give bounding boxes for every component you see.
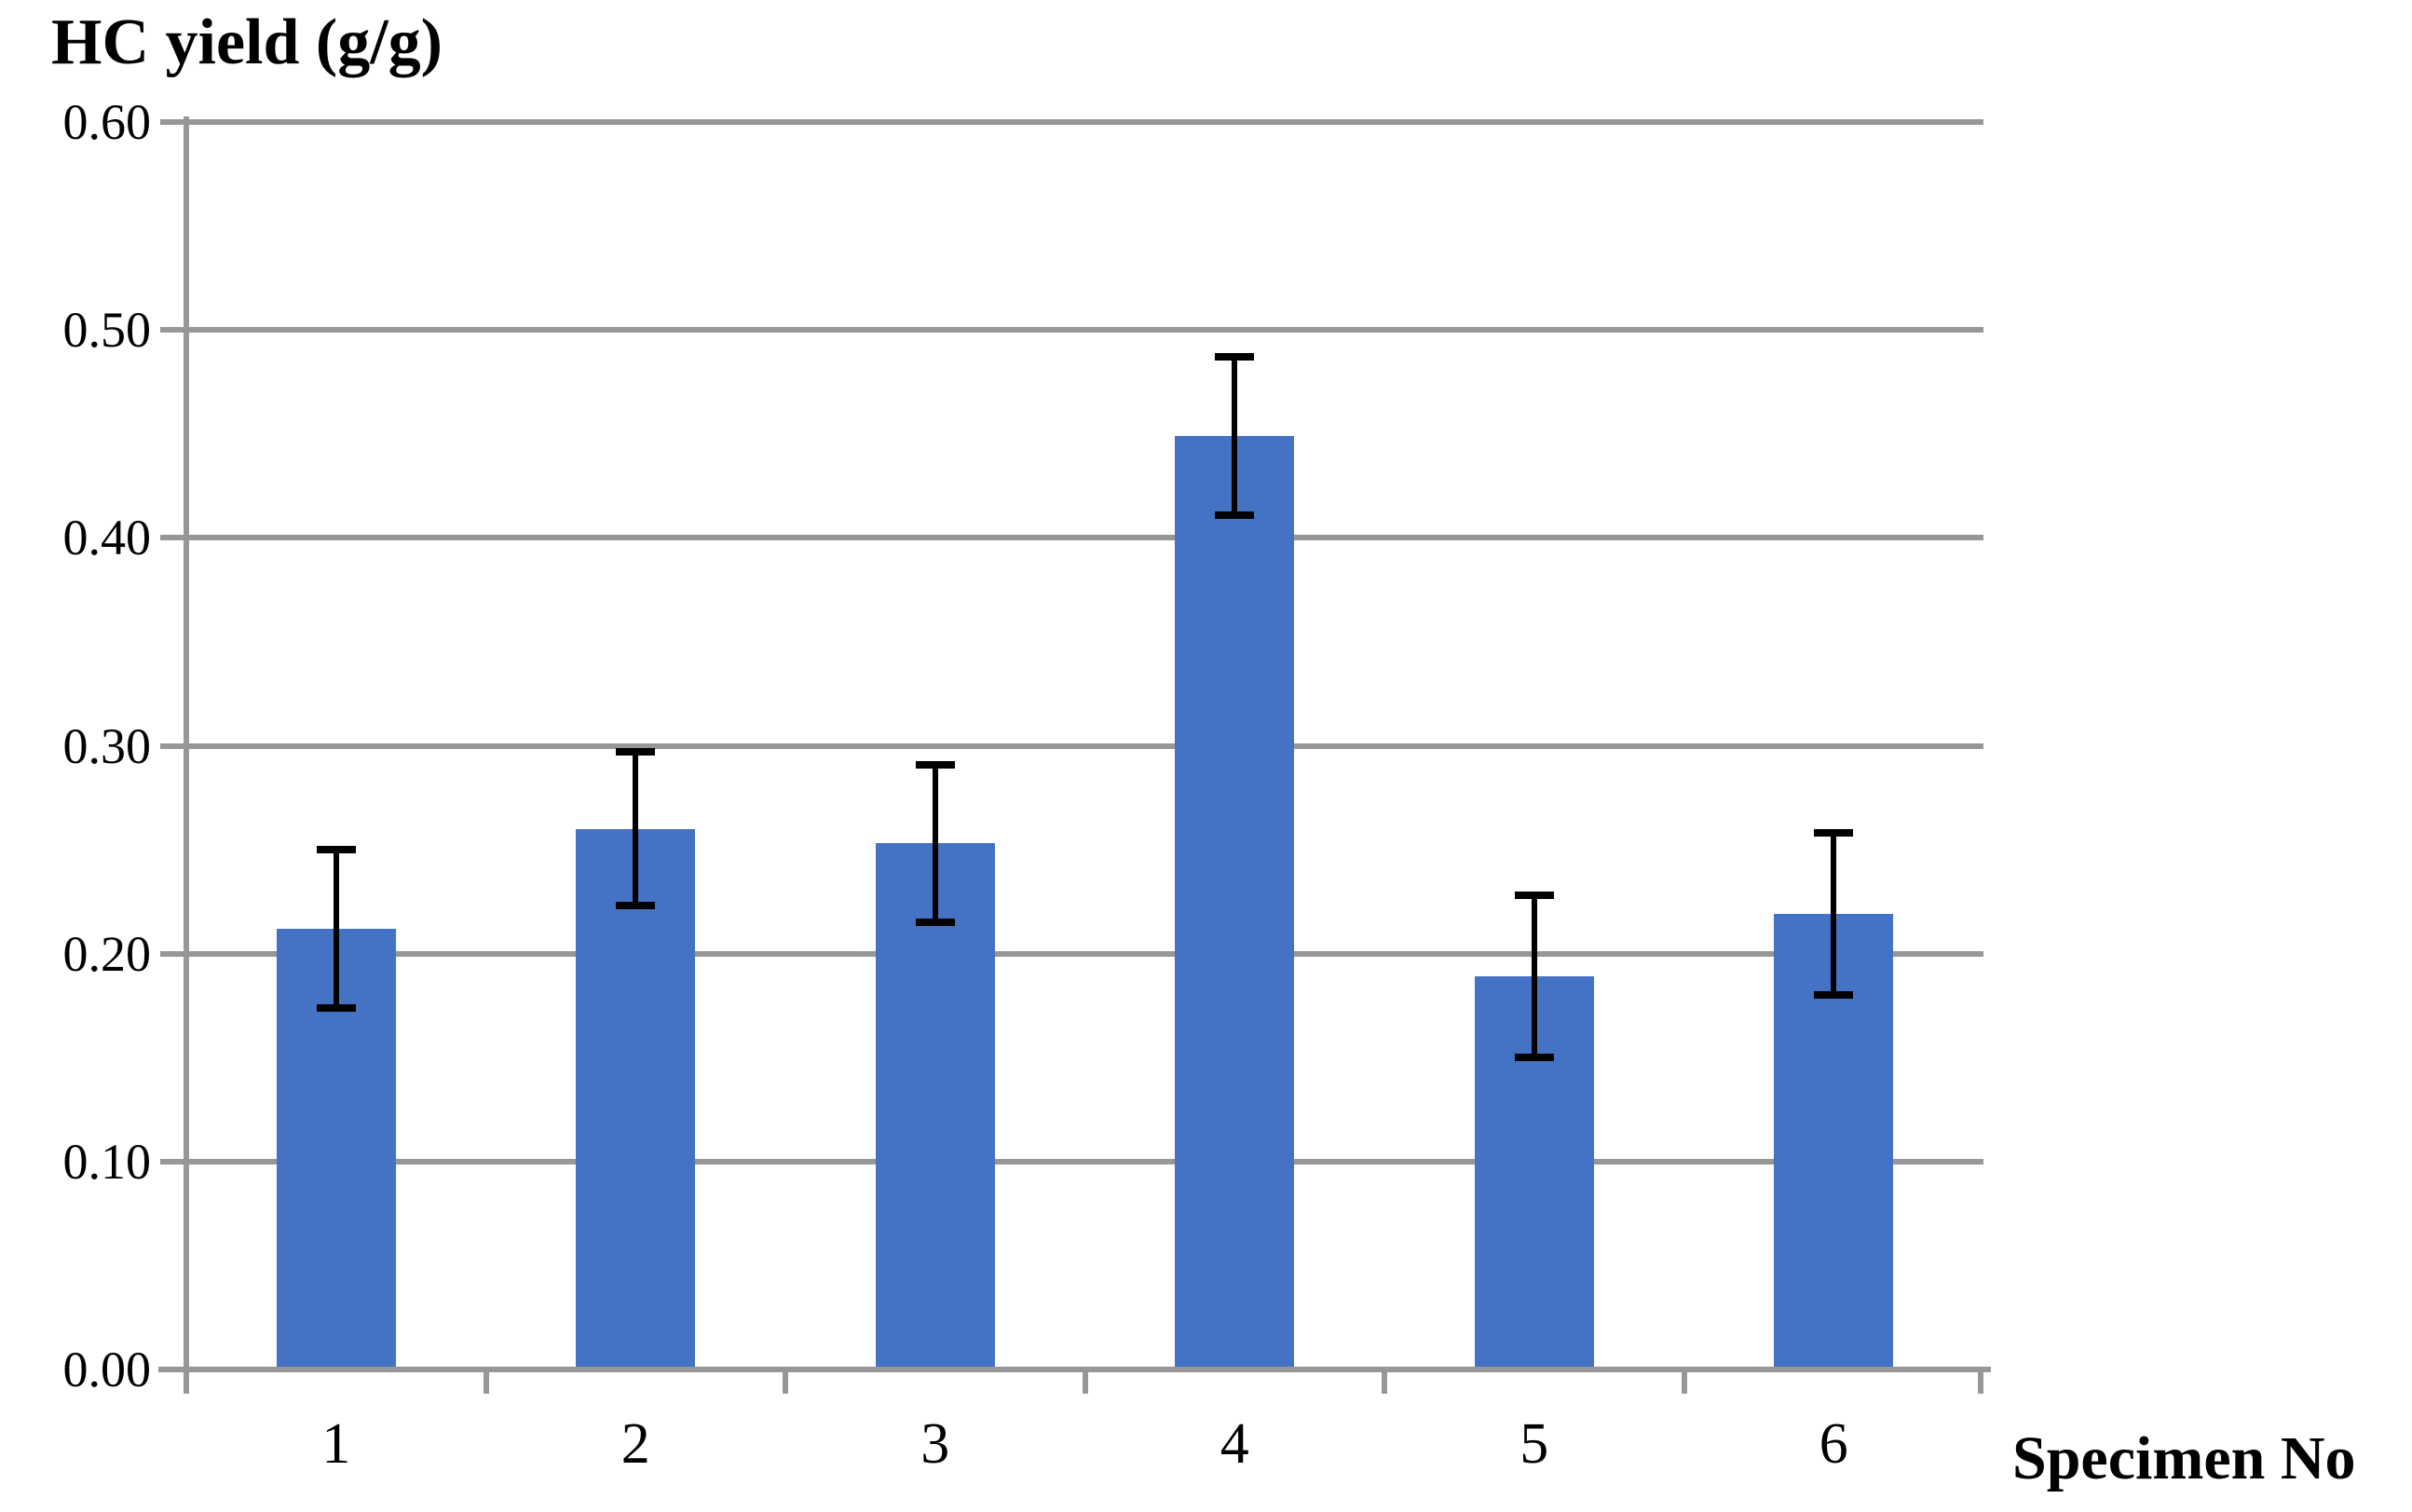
x-axis-tick-2 (783, 1369, 788, 1394)
x-axis-tick-1 (483, 1369, 489, 1394)
y-axis-tick-0.50 (160, 327, 188, 334)
x-tick-label-2: 2 (620, 1412, 650, 1476)
gridline-0.40 (186, 535, 1983, 541)
gridline-0.50 (186, 327, 1983, 334)
x-tick-label-4: 4 (1220, 1412, 1249, 1476)
x-axis-tick-4 (1382, 1369, 1387, 1394)
bar-specimen-2 (576, 828, 696, 1369)
x-axis-title: Specimen No (2012, 1424, 2356, 1492)
error-bar-cap-top-2 (616, 748, 656, 756)
y-tick-label-0.60: 0.60 (62, 94, 152, 150)
y-tick-label-0.00: 0.00 (62, 1342, 152, 1397)
y-tick-label-0.10: 0.10 (62, 1133, 152, 1190)
chart-title: HC yield (g/g) (51, 7, 443, 78)
y-axis-tick-0.10 (160, 1158, 188, 1165)
x-tick-label-5: 5 (1519, 1412, 1549, 1476)
y-tick-label-0.30: 0.30 (62, 717, 152, 774)
y-axis-tick-0.60 (160, 119, 188, 125)
error-bar-stem-2 (633, 752, 639, 906)
bar-specimen-4 (1175, 435, 1295, 1369)
error-bar-cap-bottom-6 (1814, 991, 1854, 1000)
gridline-0.20 (186, 950, 1983, 957)
error-bar-stem-4 (1232, 357, 1238, 515)
error-bar-cap-bottom-2 (616, 902, 656, 910)
gridline-0.60 (186, 119, 1983, 125)
x-axis-line (158, 1367, 1991, 1372)
x-axis-tick-3 (1082, 1369, 1088, 1394)
error-bar-cap-top-6 (1814, 829, 1854, 838)
y-tick-label-0.50: 0.50 (62, 302, 152, 359)
error-bar-cap-top-3 (915, 760, 955, 769)
error-bar-cap-bottom-5 (1514, 1054, 1554, 1062)
error-bar-stem-6 (1831, 833, 1837, 996)
error-bar-cap-bottom-1 (316, 1003, 356, 1012)
x-tick-label-3: 3 (920, 1412, 950, 1476)
error-bar-cap-bottom-4 (1215, 511, 1255, 519)
error-bar-cap-bottom-3 (915, 919, 955, 927)
y-axis-tick-0.20 (160, 950, 188, 957)
x-tick-label-6: 6 (1819, 1412, 1848, 1476)
gridline-0.10 (186, 1158, 1983, 1165)
error-bar-cap-top-4 (1215, 353, 1255, 361)
y-axis-tick-0.30 (160, 742, 188, 749)
y-axis-tick-0.40 (160, 535, 188, 541)
bar-specimen-3 (875, 843, 995, 1369)
error-bar-cap-top-1 (316, 846, 356, 854)
error-bar-stem-5 (1531, 895, 1537, 1058)
error-bar-stem-1 (333, 850, 339, 1008)
x-axis-tick-5 (1681, 1369, 1687, 1394)
error-bar-cap-top-5 (1514, 892, 1554, 900)
x-tick-label-1: 1 (321, 1412, 351, 1476)
y-axis-line (184, 116, 189, 1394)
y-tick-label-0.40: 0.40 (62, 510, 152, 566)
y-tick-label-0.20: 0.20 (62, 925, 152, 982)
gridline-0.30 (186, 742, 1983, 749)
x-axis-end-tick (1978, 1369, 1983, 1394)
error-bar-stem-3 (932, 764, 938, 923)
